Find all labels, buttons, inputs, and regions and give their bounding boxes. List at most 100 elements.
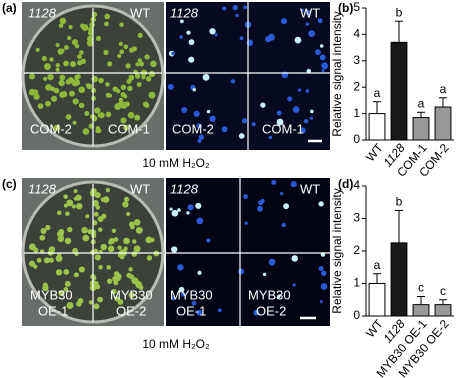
- fluor-spot: [235, 13, 239, 18]
- seedling: [41, 55, 47, 62]
- photo-label: OE-2: [256, 303, 286, 318]
- seedling: [131, 239, 137, 244]
- seedling: [95, 35, 101, 41]
- seedling: [58, 23, 64, 28]
- seedling: [40, 227, 47, 235]
- seedling: [118, 97, 124, 102]
- seedling: [78, 86, 86, 94]
- seedling: [71, 204, 76, 209]
- fluor-spot: [303, 119, 309, 124]
- fluor-spot: [180, 292, 186, 297]
- panel-label: (b): [338, 1, 353, 15]
- fluor-spot: [192, 88, 196, 92]
- fluor-spot: [315, 49, 321, 56]
- seedling: [77, 297, 84, 304]
- seedling: [73, 189, 78, 194]
- seedling: [66, 199, 74, 207]
- seedling: [82, 128, 90, 135]
- seedling: [93, 248, 99, 254]
- fluor-spot: [319, 44, 324, 48]
- bar: [412, 117, 430, 141]
- fluor-spot: [209, 28, 216, 35]
- seedling: [81, 226, 88, 234]
- fluor-spot: [202, 73, 210, 81]
- y-axis-label: Relative signal intensity: [330, 188, 344, 313]
- seedling: [48, 246, 56, 253]
- seedling: [56, 210, 62, 216]
- seedling: [135, 62, 140, 67]
- significance-letter: a: [374, 86, 381, 100]
- seedling: [65, 79, 72, 85]
- fluor-spot: [197, 270, 202, 275]
- y-tick-label: 4: [353, 27, 360, 41]
- significance-letter: a: [374, 258, 381, 272]
- seedling: [73, 272, 79, 278]
- y-tick-label: 2: [353, 243, 360, 257]
- seedling: [145, 76, 152, 82]
- seedling: [107, 61, 113, 67]
- seedling: [137, 32, 143, 38]
- photo-label: OE-1: [38, 303, 68, 318]
- significance-letter: a: [440, 82, 447, 96]
- fluor-spot: [305, 9, 312, 16]
- seedling: [144, 103, 150, 108]
- seedling: [128, 221, 135, 228]
- seedling: [63, 194, 68, 199]
- seedling: [91, 229, 97, 235]
- significance-letter: c: [440, 284, 446, 298]
- fluor-spot: [319, 54, 326, 61]
- seedling: [134, 114, 141, 121]
- seedling: [49, 57, 54, 62]
- seedling: [76, 202, 83, 210]
- fluor-spot: [188, 39, 195, 46]
- fluor-spot: [171, 246, 178, 253]
- panel-label: (a): [2, 1, 17, 15]
- fluor-spot: [196, 123, 202, 129]
- photo-label: MYB30: [30, 287, 73, 302]
- seedling: [138, 285, 144, 290]
- seedling: [90, 187, 97, 195]
- seedling: [133, 219, 141, 226]
- seedling: [55, 255, 63, 262]
- seedling: [120, 84, 127, 91]
- panel-label: (c): [2, 177, 17, 191]
- photo-label: MYB30: [170, 287, 213, 302]
- seedling: [123, 44, 129, 50]
- fluor-spot: [294, 36, 302, 44]
- seedling: [106, 278, 113, 284]
- y-tick-label: 0: [353, 308, 360, 322]
- seedling: [67, 226, 73, 233]
- seedling: [112, 275, 119, 282]
- significance-letter: c: [418, 281, 424, 295]
- seedling: [59, 91, 66, 98]
- y-tick-label: 5: [353, 0, 360, 14]
- fluor-spot: [214, 33, 218, 37]
- seedling: [63, 45, 69, 50]
- seedling: [96, 128, 102, 134]
- seedling: [104, 13, 111, 20]
- seedling: [95, 204, 101, 210]
- fluor-spot: [196, 309, 203, 316]
- photo-label: WT: [130, 5, 150, 20]
- y-tick-label: 0: [353, 132, 360, 146]
- seedling: [60, 48, 65, 53]
- photo-label: COM-2: [172, 121, 214, 136]
- seedling: [93, 281, 99, 287]
- fluor-spot: [206, 109, 211, 114]
- fluor-spot: [169, 207, 173, 211]
- seedling: [148, 70, 156, 78]
- seedling: [53, 87, 60, 94]
- seedling: [120, 117, 127, 124]
- seedling: [106, 265, 111, 270]
- seedling: [93, 303, 100, 310]
- seedling: [97, 296, 103, 303]
- seedling: [74, 74, 80, 80]
- y-tick-label: 2: [353, 79, 360, 93]
- photo-label: MYB30: [248, 287, 291, 302]
- photo-label: COM-2: [30, 121, 72, 136]
- seedling: [79, 50, 84, 55]
- seedling: [149, 237, 155, 243]
- seedling: [47, 73, 54, 81]
- fluor-spot: [320, 270, 327, 276]
- seedling: [58, 290, 65, 296]
